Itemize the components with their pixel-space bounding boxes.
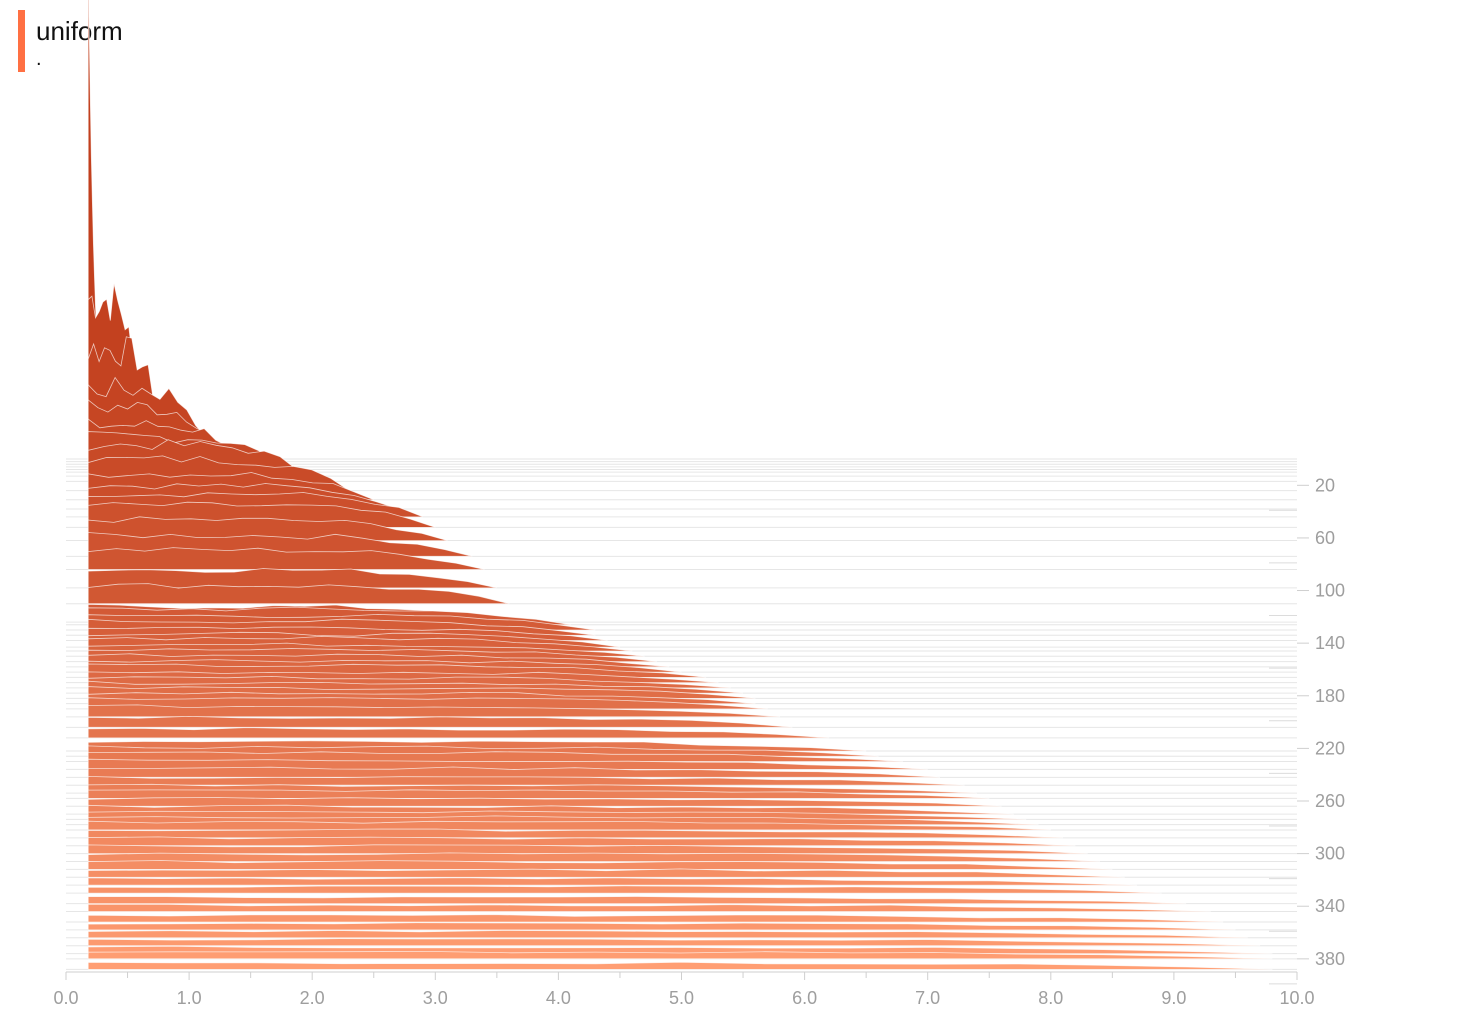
histogram-series-step-370 <box>87 938 1261 947</box>
x-tick-label: 1.0 <box>177 988 202 1008</box>
x-tick-label: 0.0 <box>53 988 78 1008</box>
x-tick-label: 7.0 <box>915 988 940 1008</box>
histogram-series-step-264 <box>87 797 1002 807</box>
histogram-series-step-358 <box>87 922 1236 931</box>
histogram-series-step-248 <box>87 775 965 786</box>
x-axis: 0.0 1.0 2.0 3.0 4.0 5.0 6.0 7.0 8.0 9.0 10.0 <box>53 971 1315 1008</box>
x-tick-label: 9.0 <box>1161 988 1186 1008</box>
x-tick-label: 5.0 <box>669 988 694 1008</box>
step-tick-label: 300 <box>1315 844 1345 864</box>
x-tick-label: 8.0 <box>1038 988 1063 1008</box>
step-tick-label: 100 <box>1315 581 1345 601</box>
histogram-series-step-324 <box>87 877 1138 886</box>
histogram-series-step-388 <box>87 961 1273 970</box>
histogram-series-step-236 <box>87 758 928 770</box>
histogram-series-step-288 <box>87 828 1064 839</box>
x-tick-label: 10.0 <box>1279 988 1314 1008</box>
histogram-series-step-338 <box>87 896 1187 904</box>
histogram-series-step-380 <box>87 950 1273 960</box>
histogram-series-step-294 <box>87 836 1076 847</box>
step-axis: 20 60 100 140 180 220 260 300 340 380 <box>1269 475 1345 985</box>
histogram-series-step-212 <box>87 727 830 739</box>
x-tick-label: 4.0 <box>546 988 571 1008</box>
histogram-series-step-344 <box>87 903 1211 912</box>
histogram-series-step-352 <box>87 914 1224 923</box>
histogram-series-step-230 <box>87 751 904 762</box>
step-tick-label: 380 <box>1315 949 1345 969</box>
chart-subtitle: . <box>36 48 42 70</box>
run-color-swatch <box>18 10 25 72</box>
step-tick-label: 20 <box>1315 475 1335 495</box>
x-tick-label: 3.0 <box>423 988 448 1008</box>
histogram-series-step-204 <box>87 715 793 728</box>
histogram-series-step-274 <box>87 810 1027 820</box>
histogram-series-step-110 <box>87 583 510 605</box>
histogram-series-step-300 <box>87 844 1088 854</box>
histogram-series-step-190 <box>87 697 768 710</box>
histogram-series-step-364 <box>87 930 1248 939</box>
step-tick-label: 340 <box>1315 896 1345 916</box>
histogram-series-step-312 <box>87 860 1113 870</box>
step-tick-label: 260 <box>1315 791 1345 811</box>
histogram-series-step-282 <box>87 820 1051 831</box>
histogram-series-step-62 <box>87 516 448 541</box>
step-tick-label: 140 <box>1315 633 1345 653</box>
chart-title: uniform <box>36 16 123 46</box>
histogram-series-step-98 <box>87 568 497 589</box>
step-tick-label: 60 <box>1315 528 1335 548</box>
step-tick-label: 220 <box>1315 738 1345 758</box>
x-tick-label: 2.0 <box>300 988 325 1008</box>
x-tick-label: 6.0 <box>792 988 817 1008</box>
histogram-series-step-258 <box>87 789 990 799</box>
histogram-series-step-330 <box>87 885 1162 894</box>
histogram-series-step-84 <box>87 547 485 570</box>
histogram-series-step-306 <box>87 852 1101 862</box>
histogram-series-group <box>87 0 1273 970</box>
histogram-series-step-318 <box>87 868 1125 878</box>
histogram-series-step-242 <box>87 766 941 778</box>
step-tick-label: 180 <box>1315 686 1345 706</box>
histogram-series-step-196 <box>87 704 781 718</box>
